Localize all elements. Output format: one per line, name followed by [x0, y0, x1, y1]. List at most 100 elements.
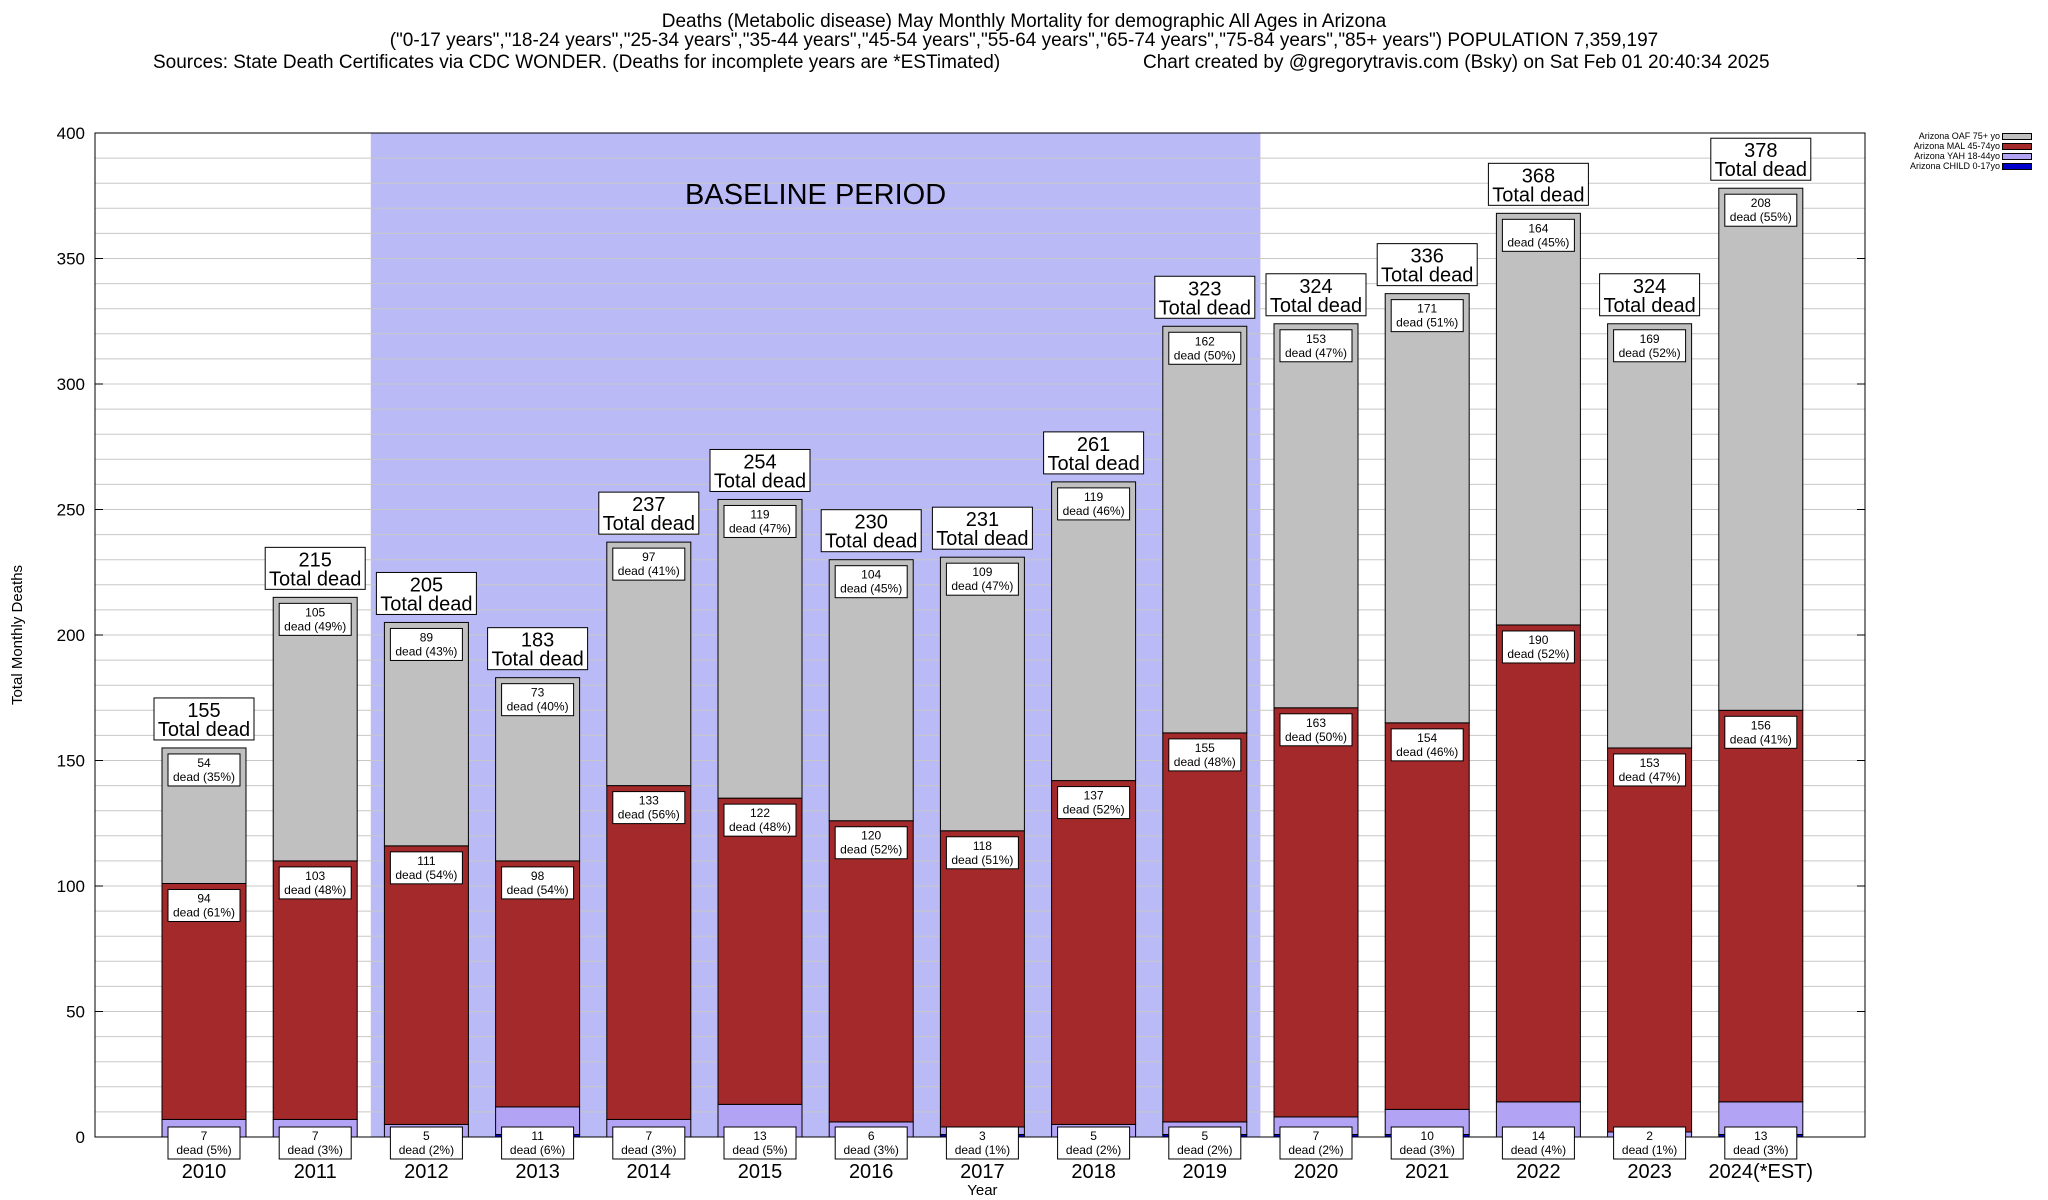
data-label-percent: dead (46%) [1063, 504, 1125, 518]
data-label-percent: dead (2%) [1177, 1143, 1232, 1157]
legend-label-oaf: Arizona OAF 75+ yo [1918, 131, 2000, 141]
data-label-percent: dead (47%) [951, 579, 1013, 593]
data-label-box [834, 1126, 908, 1160]
x-tick-label: 2017 [960, 1161, 1005, 1183]
data-label-value: 54 [197, 756, 211, 770]
data-label-value: 103 [305, 869, 325, 883]
data-label-box [1613, 329, 1687, 363]
bar-segment [272, 860, 358, 1120]
data-label-box [167, 753, 241, 787]
data-label-box [278, 1126, 352, 1160]
data-label-value: 7 [1313, 1129, 1320, 1143]
data-label-value: 6 [868, 1129, 875, 1143]
data-label-value: 153 [1306, 332, 1326, 346]
data-label-box [389, 1126, 463, 1160]
total-label-box [264, 546, 366, 590]
data-label-percent: dead (48%) [1174, 755, 1236, 769]
data-label-percent: dead (47%) [1285, 346, 1347, 360]
data-label-percent: dead (49%) [284, 619, 346, 633]
data-label-percent: dead (1%) [955, 1143, 1010, 1157]
data-label-value: 111 [417, 854, 436, 868]
data-label-box [723, 803, 797, 837]
data-label-percent: dead (52%) [1507, 647, 1569, 661]
data-label-percent: dead (55%) [1730, 210, 1792, 224]
total-label-text: Total dead [936, 528, 1028, 550]
bar-segment [1607, 747, 1693, 1133]
total-label-value: 215 [299, 549, 332, 571]
total-label-box [1154, 275, 1256, 319]
data-label-box [1501, 218, 1575, 252]
bar-segment [828, 820, 914, 1123]
data-label-box [501, 683, 575, 717]
total-label-box [1043, 431, 1145, 475]
total-label-value: 231 [966, 509, 999, 531]
total-label-text: Total dead [380, 593, 472, 615]
data-label-value: 11 [531, 1129, 544, 1143]
data-label-box [1168, 331, 1242, 365]
y-tick-label: 300 [57, 375, 85, 394]
legend-swatch-mal [2002, 143, 2032, 150]
data-label-percent: dead (5%) [176, 1143, 231, 1157]
total-label-text: Total dead [1715, 159, 1807, 181]
data-label-value: 122 [750, 806, 770, 820]
data-label-percent: dead (52%) [1619, 346, 1681, 360]
chart-title: Deaths (Metabolic disease) May Monthly M… [0, 12, 2048, 50]
chart-credit: Chart created by @gregorytravis.com (Bsk… [1143, 52, 1770, 73]
data-label-box [1724, 193, 1798, 227]
data-label-value: 7 [201, 1129, 208, 1143]
total-label-box [709, 448, 811, 492]
data-label-value: 162 [1195, 334, 1215, 348]
bar-segment [495, 860, 581, 1108]
x-tick-label: 2023 [1627, 1161, 1672, 1183]
data-label-value: 153 [1640, 756, 1660, 770]
data-label-percent: dead (4%) [1511, 1143, 1566, 1157]
legend-label-mal: Arizona MAL 45-74yo [1913, 141, 2000, 151]
legend-label-yah: Arizona YAH 18-44yo [1914, 151, 2000, 161]
data-label-box [1057, 786, 1131, 820]
bar-segment [939, 830, 1025, 1128]
data-label-percent: dead (45%) [1507, 235, 1569, 249]
legend-swatch-oaf [2002, 133, 2032, 140]
x-tick-label: 2018 [1071, 1161, 1116, 1183]
data-label-value: 169 [1640, 332, 1660, 346]
data-label-value: 104 [861, 568, 881, 582]
data-label-value: 119 [750, 507, 769, 521]
data-label-percent: dead (3%) [844, 1143, 899, 1157]
data-label-percent: dead (50%) [1285, 730, 1347, 744]
total-label-text: Total dead [714, 470, 806, 492]
data-label-value: 109 [972, 565, 992, 579]
data-label-box [612, 547, 686, 581]
data-label-percent: dead (52%) [1063, 803, 1125, 817]
total-label-text: Total dead [1047, 453, 1139, 475]
bar-segment [606, 785, 692, 1120]
data-label-percent: dead (51%) [951, 853, 1013, 867]
data-label-value: 119 [1084, 490, 1103, 504]
data-label-box [612, 1126, 686, 1160]
total-label-value: 378 [1744, 140, 1777, 162]
data-label-percent: dead (48%) [729, 820, 791, 834]
legend: Arizona OAF 75+ yo Arizona MAL 45-74yo A… [1880, 131, 2040, 171]
data-label-box [945, 836, 1019, 870]
data-label-value: 94 [197, 891, 211, 905]
total-label-text: Total dead [1492, 184, 1584, 206]
y-tick-label: 150 [57, 752, 85, 771]
total-label-box [1376, 243, 1478, 287]
total-label-box [375, 571, 477, 615]
y-tick-label: 200 [57, 626, 85, 645]
total-label-value: 205 [410, 574, 443, 596]
total-label-value: 237 [632, 494, 665, 516]
data-label-box [834, 826, 908, 860]
y-tick-label: 100 [57, 877, 85, 896]
data-label-percent: dead (54%) [395, 868, 457, 882]
data-label-value: 133 [639, 794, 659, 808]
total-label-text: Total dead [825, 531, 917, 553]
data-label-percent: dead (52%) [840, 843, 902, 857]
data-label-percent: dead (61%) [173, 905, 235, 919]
data-label-percent: dead (56%) [618, 808, 680, 822]
y-tick-label: 350 [57, 250, 85, 269]
data-label-percent: dead (51%) [1396, 316, 1458, 330]
data-label-box [389, 627, 463, 661]
data-label-percent: dead (47%) [729, 521, 791, 535]
x-tick-label: 2013 [515, 1161, 560, 1183]
total-label-value: 323 [1188, 278, 1221, 300]
